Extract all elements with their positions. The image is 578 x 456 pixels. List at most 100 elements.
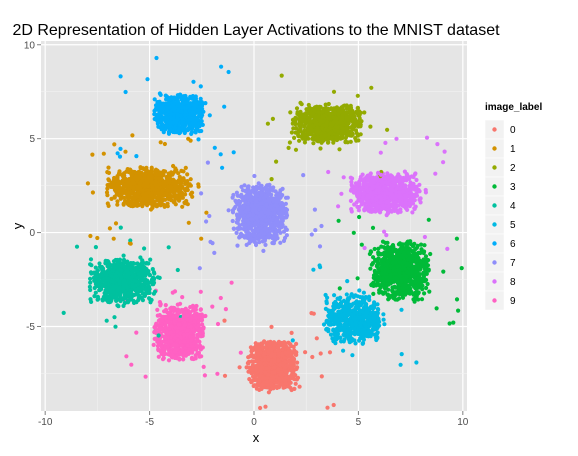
data-point-7 xyxy=(261,248,266,253)
data-point-2 xyxy=(294,106,300,111)
data-point-1 xyxy=(166,171,171,176)
data-point-0 xyxy=(244,365,249,370)
data-point-7 xyxy=(235,243,240,248)
data-point-9 xyxy=(155,307,160,312)
data-point-7 xyxy=(278,240,283,245)
data-point-5 xyxy=(328,332,334,337)
data-point-0 xyxy=(269,324,274,329)
chart-title: 2D Representation of Hidden Layer Activa… xyxy=(12,22,500,39)
data-point-6 xyxy=(157,91,162,96)
data-point-8 xyxy=(360,172,365,177)
data-point-6 xyxy=(123,89,128,95)
data-point-0 xyxy=(258,405,263,411)
data-point-0 xyxy=(257,387,262,392)
data-point-7 xyxy=(205,160,210,165)
data-point-2 xyxy=(318,146,323,151)
data-point-1 xyxy=(170,172,175,177)
data-point-0 xyxy=(247,365,252,370)
data-point-6 xyxy=(219,64,224,69)
data-point-4 xyxy=(112,315,117,320)
data-point-6 xyxy=(198,84,203,89)
data-point-8 xyxy=(382,229,387,234)
data-point-9 xyxy=(229,280,234,285)
data-point-0 xyxy=(266,390,271,395)
data-point-6 xyxy=(164,122,169,127)
data-point-4 xyxy=(88,276,93,281)
data-point-4 xyxy=(148,257,153,262)
data-point-3 xyxy=(383,240,388,245)
data-point-9 xyxy=(180,295,185,300)
data-point-3 xyxy=(401,255,406,260)
data-point-4 xyxy=(113,324,118,329)
data-point-9 xyxy=(163,303,168,308)
data-point-3 xyxy=(405,239,410,244)
data-point-1 xyxy=(162,141,167,147)
data-point-5 xyxy=(357,288,362,293)
data-point-2 xyxy=(270,116,275,121)
data-point-5 xyxy=(337,296,342,302)
data-point-1 xyxy=(185,172,190,177)
data-point-1 xyxy=(95,235,100,241)
data-point-1 xyxy=(101,151,106,156)
data-point-2 xyxy=(331,89,337,94)
data-point-5 xyxy=(361,290,366,295)
data-point-5 xyxy=(318,265,323,270)
data-point-3 xyxy=(336,218,341,223)
data-point-1 xyxy=(90,152,95,157)
data-point-1 xyxy=(177,174,182,179)
data-point-1 xyxy=(118,196,123,201)
data-point-9 xyxy=(188,305,193,310)
data-point-9 xyxy=(158,302,163,307)
data-point-1 xyxy=(113,221,119,226)
data-point-2 xyxy=(302,140,307,145)
data-point-3 xyxy=(369,262,374,267)
data-point-5 xyxy=(345,279,350,284)
data-point-1 xyxy=(111,236,116,241)
data-point-9 xyxy=(191,341,196,346)
data-point-7 xyxy=(270,240,275,246)
data-point-7 xyxy=(319,223,324,229)
data-point-6 xyxy=(152,97,157,102)
data-point-7 xyxy=(210,241,215,246)
data-point-3 xyxy=(441,269,446,274)
data-point-3 xyxy=(413,247,418,252)
data-point-4 xyxy=(135,261,140,266)
data-point-9 xyxy=(134,330,139,335)
data-point-9 xyxy=(159,344,164,349)
data-point-2 xyxy=(279,73,284,78)
data-point-4 xyxy=(100,298,105,303)
data-point-4 xyxy=(142,246,147,251)
data-point-8 xyxy=(441,160,446,165)
data-point-9 xyxy=(201,364,206,369)
data-point-6 xyxy=(154,55,159,61)
data-point-8 xyxy=(390,208,395,213)
data-point-0 xyxy=(311,311,316,316)
data-point-4 xyxy=(88,287,93,293)
data-point-4 xyxy=(137,294,142,299)
data-point-0 xyxy=(310,354,315,360)
data-point-3 xyxy=(386,297,391,302)
data-point-8 xyxy=(355,204,360,209)
data-point-7 xyxy=(262,238,267,243)
data-point-6 xyxy=(134,154,139,159)
data-point-9 xyxy=(215,371,220,376)
data-point-9 xyxy=(183,306,188,311)
data-point-7 xyxy=(212,250,217,255)
data-point-1 xyxy=(179,168,184,173)
data-point-6 xyxy=(152,112,157,117)
data-point-4 xyxy=(93,245,98,250)
data-point-4 xyxy=(147,296,152,301)
data-point-2 xyxy=(343,135,348,140)
data-point-1 xyxy=(183,192,188,197)
data-point-9 xyxy=(161,356,166,361)
data-point-1 xyxy=(186,220,191,225)
data-point-8 xyxy=(423,187,428,193)
data-point-7 xyxy=(204,219,209,224)
data-point-6 xyxy=(226,69,231,75)
data-point-0 xyxy=(263,404,268,409)
data-point-6 xyxy=(117,154,123,159)
data-point-4 xyxy=(104,318,109,323)
data-point-3 xyxy=(454,297,460,302)
data-point-7 xyxy=(237,223,242,228)
